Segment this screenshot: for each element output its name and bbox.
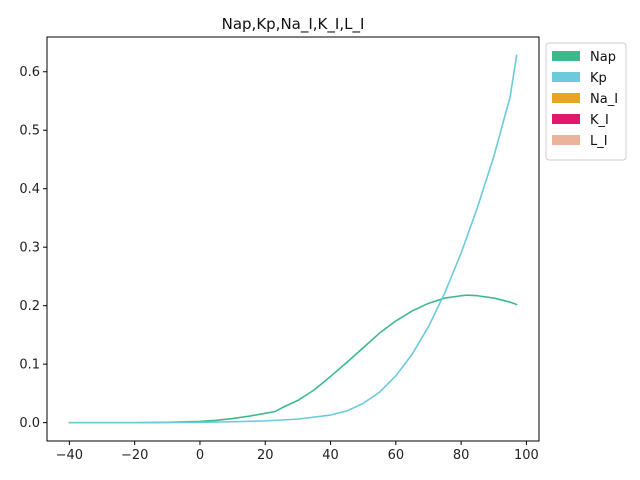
legend-swatch-k-i bbox=[552, 114, 580, 124]
x-tick-label: 60 bbox=[388, 448, 405, 463]
legend: Nap Kp Na_I K_I L_I bbox=[545, 42, 627, 161]
x-tick-label: 100 bbox=[514, 448, 539, 463]
legend-label-l-i: L_I bbox=[590, 134, 608, 149]
plot-frame bbox=[46, 36, 540, 442]
legend-swatch-l-i bbox=[552, 135, 580, 145]
plot-area: −40 −20 0 20 40 60 80 100 0.0 0.1 0.2 0.3 0.4 0.5 0.6 bbox=[19, 36, 540, 463]
y-tick-label: 0.1 bbox=[19, 358, 40, 373]
legend-swatch-nap bbox=[552, 51, 580, 61]
legend-swatch-kp bbox=[552, 72, 580, 82]
legend-label-nap: Nap bbox=[590, 50, 616, 65]
x-tick-label: 40 bbox=[322, 448, 339, 463]
legend-label-kp: Kp bbox=[590, 71, 607, 86]
y-tick-label: 0.6 bbox=[19, 65, 40, 80]
series-line-kp bbox=[68, 54, 518, 424]
x-tick-label: 20 bbox=[257, 448, 274, 463]
y-tick-label: 0.0 bbox=[19, 416, 40, 431]
legend-swatch-na-i bbox=[552, 93, 580, 103]
y-tick-label: 0.5 bbox=[19, 124, 40, 139]
y-tick-label: 0.4 bbox=[19, 182, 40, 197]
x-tick-label: −20 bbox=[121, 448, 148, 463]
x-tick-label: 80 bbox=[453, 448, 470, 463]
legend-label-na-i: Na_I bbox=[590, 92, 618, 107]
x-tick-label: 0 bbox=[196, 448, 204, 463]
y-tick-label: 0.2 bbox=[19, 299, 40, 314]
legend-label-k-i: K_I bbox=[590, 113, 609, 128]
series-line-nap bbox=[68, 294, 518, 424]
chart-title: Nap,Kp,Na_I,K_I,L_I bbox=[222, 15, 365, 34]
y-tick-label: 0.3 bbox=[19, 241, 40, 256]
x-tick-label: −40 bbox=[56, 448, 83, 463]
